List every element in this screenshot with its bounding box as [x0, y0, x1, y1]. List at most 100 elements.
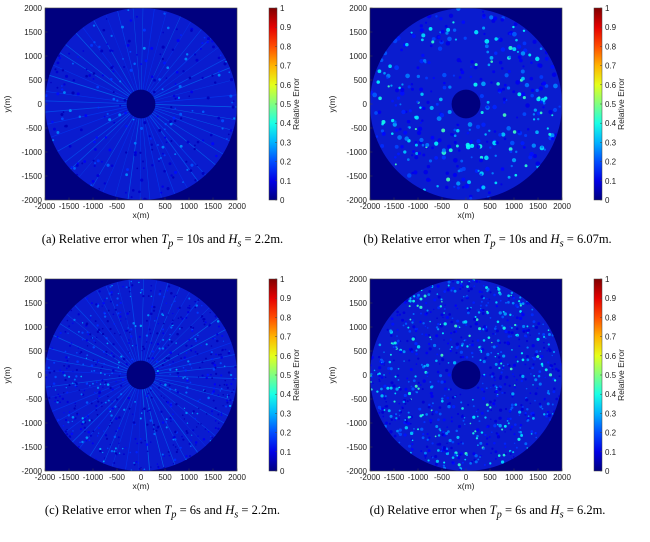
error-spot — [546, 413, 549, 416]
error-spot — [407, 380, 410, 383]
error-spot — [153, 78, 156, 82]
radial-streak — [45, 370, 142, 376]
hs-sub: s — [559, 509, 564, 521]
error-spot — [177, 307, 179, 310]
error-spot — [94, 320, 97, 323]
error-spot — [219, 362, 222, 365]
error-spot — [377, 110, 382, 114]
error-spot — [493, 16, 498, 21]
error-spot — [67, 364, 71, 368]
error-spot — [470, 306, 472, 309]
error-spot — [543, 341, 545, 344]
error-spot — [97, 106, 100, 109]
error-spot — [176, 332, 179, 336]
error-spot — [420, 312, 422, 315]
error-spot — [545, 415, 548, 418]
radial-streak — [140, 103, 224, 155]
error-spot — [96, 330, 100, 334]
error-spot — [484, 155, 489, 161]
error-spot — [176, 448, 179, 451]
error-spot — [454, 324, 458, 328]
error-spot — [497, 88, 503, 93]
error-spot — [471, 398, 474, 401]
error-spot — [155, 360, 159, 363]
colorbar-tick-label: 0.8 — [280, 42, 292, 51]
error-spot — [197, 435, 199, 437]
error-spot — [558, 375, 561, 378]
error-spot — [150, 75, 154, 79]
error-spot — [107, 399, 110, 402]
error-spot — [60, 112, 64, 116]
error-spot — [97, 328, 101, 332]
error-spot — [390, 84, 393, 87]
error-spot — [458, 326, 461, 329]
error-spot — [196, 412, 199, 415]
error-spot — [530, 61, 533, 64]
radial-streak — [47, 103, 142, 125]
error-spot — [447, 36, 452, 42]
hs-symbol: H — [225, 503, 235, 517]
error-spot — [529, 392, 532, 395]
error-spot — [442, 85, 447, 90]
error-spot — [447, 430, 450, 433]
error-spot — [481, 374, 484, 377]
y-tick-label: 0 — [363, 100, 368, 109]
error-spot — [216, 339, 219, 343]
error-spot — [387, 409, 391, 413]
error-spot — [407, 173, 412, 178]
error-spot — [191, 367, 193, 369]
error-spot — [67, 421, 70, 424]
error-spot — [103, 362, 105, 365]
error-spot — [211, 413, 213, 415]
error-spot — [503, 442, 507, 445]
error-spot — [407, 326, 410, 329]
error-spot — [416, 345, 421, 349]
error-spot — [544, 56, 549, 61]
radial-streak — [140, 58, 226, 105]
error-spot — [413, 428, 415, 430]
radial-streak — [53, 335, 142, 376]
error-spot — [123, 65, 126, 68]
error-spot — [92, 430, 95, 433]
error-spot — [467, 281, 471, 285]
error-spot — [389, 367, 393, 371]
error-spot — [521, 302, 525, 305]
error-spot — [76, 360, 79, 363]
error-spot — [419, 384, 422, 386]
error-spot — [435, 15, 438, 18]
y-tick-label: -500 — [26, 124, 43, 133]
error-spot — [52, 382, 56, 385]
error-spot — [172, 94, 176, 98]
error-spot — [461, 407, 464, 410]
tp-value: = 10s and — [495, 232, 551, 246]
error-spot — [459, 68, 463, 72]
error-spot — [111, 65, 114, 68]
tp-symbol: T — [164, 503, 172, 517]
error-spot — [548, 132, 552, 136]
error-spot — [226, 394, 229, 396]
error-spot — [521, 76, 525, 81]
error-spot — [481, 291, 483, 293]
error-spot — [501, 132, 506, 137]
error-spot — [419, 320, 422, 324]
error-spot — [89, 384, 91, 387]
error-spot — [109, 77, 113, 81]
colorbar-label: Relative Error — [291, 78, 301, 130]
error-spot — [479, 77, 483, 81]
error-spot — [383, 351, 385, 353]
error-spot — [72, 79, 76, 82]
error-spot — [394, 163, 397, 166]
error-spot — [509, 140, 515, 146]
error-spot — [519, 423, 523, 427]
error-spot — [102, 451, 104, 454]
error-spot — [509, 453, 512, 455]
colorbar-tick-label: 0 — [605, 467, 610, 476]
error-spot — [202, 437, 206, 441]
error-spot — [459, 350, 463, 354]
y-tick-label: -2000 — [22, 467, 43, 476]
error-spot — [450, 420, 453, 423]
error-spot — [81, 422, 84, 426]
error-spot — [176, 39, 180, 43]
error-spot — [459, 355, 463, 359]
error-spot — [439, 305, 443, 308]
